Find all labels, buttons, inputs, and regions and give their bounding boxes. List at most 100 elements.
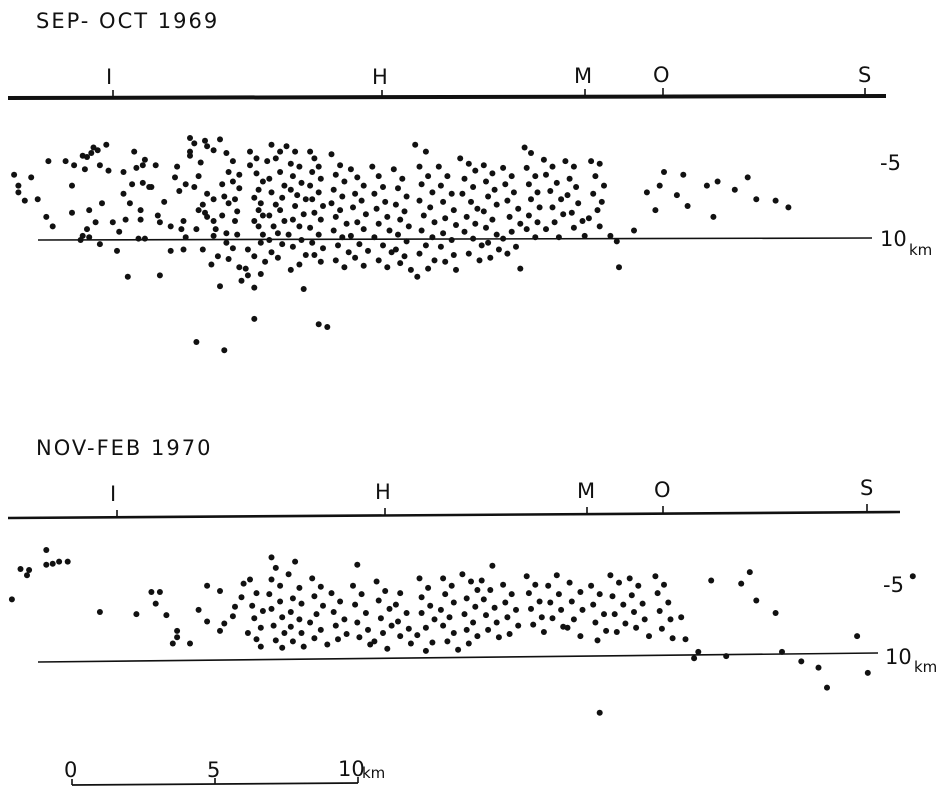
hypocenter-point bbox=[266, 237, 273, 243]
hypocenter-point bbox=[11, 171, 18, 178]
hypocenter-point bbox=[292, 558, 299, 565]
hypocenter-point bbox=[187, 148, 193, 155]
hypocenter-point bbox=[622, 620, 629, 627]
station-label-i: I bbox=[106, 65, 112, 89]
hypocenter-point bbox=[528, 196, 534, 203]
hypocenter-point bbox=[425, 173, 432, 180]
hypocenter-point bbox=[500, 235, 507, 242]
hypocenter-point bbox=[208, 261, 215, 268]
hypocenter-point bbox=[28, 174, 35, 181]
hypocenter-point bbox=[289, 595, 296, 602]
hypocenter-point bbox=[723, 653, 730, 660]
hypocenter-point bbox=[588, 158, 595, 165]
hypocenter-point bbox=[472, 220, 479, 227]
hypocenter-point bbox=[405, 625, 412, 632]
hypocenter-point bbox=[217, 136, 223, 143]
hypocenter-point bbox=[298, 237, 305, 243]
hypocenter-point bbox=[564, 624, 571, 631]
hypocenter-point bbox=[772, 197, 779, 204]
hypocenter-point bbox=[463, 626, 470, 633]
hypocenter-point bbox=[440, 198, 447, 205]
hypocenter-point bbox=[277, 169, 284, 175]
hypocenter-point bbox=[187, 152, 193, 159]
hypocenter-point bbox=[311, 155, 318, 162]
hypocenter-point bbox=[442, 215, 449, 222]
hypocenter-point bbox=[549, 163, 556, 170]
hypocenter-point bbox=[601, 611, 607, 618]
hypocenter-point bbox=[279, 241, 286, 248]
hypocenter-point bbox=[307, 182, 314, 189]
hypocenter-point bbox=[459, 190, 466, 197]
hypocenter-point bbox=[238, 594, 245, 601]
hypocenter-point bbox=[545, 582, 552, 589]
hypocenter-point bbox=[547, 599, 554, 606]
hypocenter-point bbox=[444, 638, 451, 645]
hypocenter-point bbox=[566, 175, 573, 182]
hypocenter-point bbox=[156, 219, 163, 226]
hypocenter-point bbox=[468, 578, 474, 585]
hypocenter-point bbox=[210, 196, 217, 203]
hypocenter-point bbox=[49, 560, 56, 567]
hypocenter-point bbox=[596, 160, 603, 167]
hypocenter-point bbox=[152, 600, 159, 607]
hypocenter-point bbox=[504, 197, 511, 204]
hypocenter-point bbox=[422, 148, 429, 155]
hypocenter-point bbox=[517, 220, 524, 227]
station-label-m: M bbox=[574, 64, 592, 88]
hypocenter-point bbox=[502, 599, 509, 606]
hypocenter-point bbox=[478, 577, 485, 584]
hypocenter-point bbox=[96, 162, 103, 169]
hypocenter-point bbox=[416, 163, 423, 170]
hypocenter-point bbox=[532, 234, 539, 241]
hypocenter-point bbox=[257, 239, 264, 246]
hypocenter-point bbox=[425, 265, 432, 272]
hypocenter-point bbox=[272, 155, 279, 162]
hypocenter-point bbox=[592, 619, 599, 626]
hypocenter-point bbox=[229, 178, 236, 185]
hypocenter-point bbox=[360, 182, 367, 189]
hypocenter-point bbox=[195, 173, 202, 180]
hypocenter-point bbox=[8, 596, 15, 603]
hypocenter-point bbox=[669, 635, 676, 642]
hypocenter-point bbox=[375, 257, 382, 264]
hypocenter-point bbox=[69, 209, 75, 216]
hypocenter-point bbox=[504, 250, 511, 257]
hypocenter-point bbox=[405, 223, 412, 230]
hypocenter-point bbox=[493, 619, 500, 626]
hypocenter-point bbox=[251, 253, 258, 260]
hypocenter-point bbox=[154, 212, 161, 219]
hypocenter-point bbox=[523, 573, 530, 580]
hypocenter-point bbox=[607, 572, 614, 579]
hypocenter-point bbox=[453, 266, 459, 273]
hypocenter-point bbox=[210, 232, 217, 239]
hypocenter-point bbox=[354, 174, 361, 181]
hypocenter-point bbox=[489, 562, 496, 569]
hypocenter-point bbox=[412, 141, 419, 148]
hypocenter-point bbox=[440, 575, 447, 582]
hypocenter-point bbox=[309, 575, 316, 582]
hypocenter-point bbox=[249, 602, 256, 609]
hypocenter-point bbox=[337, 207, 344, 214]
hypocenter-point bbox=[824, 684, 830, 691]
hypocenter-point bbox=[332, 257, 339, 264]
hypocenter-point bbox=[139, 179, 146, 186]
hypocenter-point bbox=[392, 246, 399, 253]
hypocenter-point bbox=[309, 169, 316, 175]
scale-label-0: 0 bbox=[64, 758, 77, 782]
hypocenter-point bbox=[141, 235, 148, 242]
hypocenter-point bbox=[429, 639, 436, 646]
hypocenter-point bbox=[596, 223, 603, 230]
depth-label-10: 10 bbox=[885, 645, 912, 669]
hypocenter-point bbox=[335, 636, 341, 643]
hypocenter-point bbox=[470, 235, 477, 242]
hypocenter-point bbox=[635, 582, 642, 589]
hypocenter-point bbox=[431, 219, 438, 226]
hypocenter-point bbox=[174, 163, 181, 170]
hypocenter-point bbox=[202, 137, 208, 144]
hypocenter-point bbox=[120, 169, 127, 175]
hypocenter-point bbox=[380, 184, 386, 190]
hypocenter-point bbox=[341, 264, 348, 271]
hypocenter-point bbox=[358, 197, 365, 204]
hypocenter-point bbox=[798, 658, 805, 665]
hypocenter-point bbox=[678, 614, 685, 621]
